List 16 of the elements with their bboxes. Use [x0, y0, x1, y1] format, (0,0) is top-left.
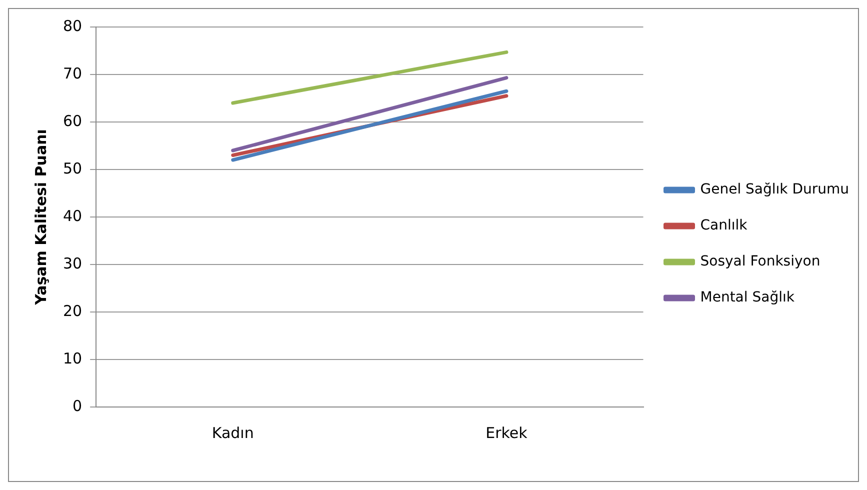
x-tick-label: Erkek: [486, 424, 528, 442]
y-tick-label: 40: [62, 206, 82, 225]
legend-label: Sosyal Fonksiyon: [700, 254, 820, 270]
y-tick-label: 0: [72, 396, 82, 415]
y-tick-label: 30: [62, 254, 82, 272]
legend-label: Genel Sağlık Durumu: [700, 182, 850, 198]
y-tick-label: 80: [62, 16, 82, 35]
legend-label: Mental Sağlık: [700, 290, 796, 306]
x-tick-label: Kadın: [212, 424, 254, 442]
legend-label: Canlılk: [700, 218, 748, 234]
y-tick-label: 70: [62, 64, 82, 82]
y-tick-label: 20: [62, 302, 82, 320]
y-tick-label: 10: [62, 349, 82, 368]
y-tick-label: 60: [62, 112, 82, 130]
y-axis-title: Yaşam Kalitesi Puanı: [32, 129, 50, 306]
y-tick-label: 50: [62, 159, 82, 178]
